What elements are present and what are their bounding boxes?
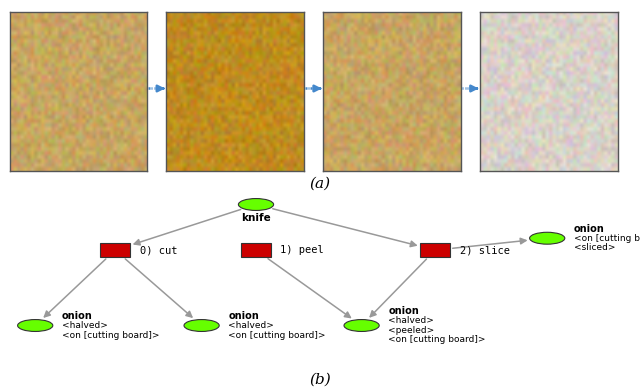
Text: <on [cutting board]>: <on [cutting board]> bbox=[62, 331, 159, 340]
Text: onion: onion bbox=[62, 311, 93, 321]
Text: <on [cutting board]>: <on [cutting board]> bbox=[228, 331, 326, 340]
Text: <halved>: <halved> bbox=[62, 321, 108, 330]
Text: 1) peel: 1) peel bbox=[280, 245, 324, 255]
Ellipse shape bbox=[18, 320, 53, 331]
Text: onion: onion bbox=[388, 306, 419, 316]
Ellipse shape bbox=[344, 320, 379, 331]
Ellipse shape bbox=[184, 320, 219, 331]
FancyBboxPatch shape bbox=[100, 243, 130, 257]
Text: <halved>: <halved> bbox=[388, 316, 435, 325]
Ellipse shape bbox=[530, 232, 565, 244]
Text: <sliced>: <sliced> bbox=[574, 243, 616, 252]
FancyBboxPatch shape bbox=[420, 243, 450, 257]
Text: 0) cut: 0) cut bbox=[140, 245, 177, 255]
Text: <halved>: <halved> bbox=[228, 321, 275, 330]
Text: 2) slice: 2) slice bbox=[460, 245, 509, 255]
FancyBboxPatch shape bbox=[241, 243, 271, 257]
Ellipse shape bbox=[239, 198, 274, 210]
Text: onion: onion bbox=[574, 224, 605, 234]
Text: knife: knife bbox=[241, 213, 271, 223]
Text: onion: onion bbox=[228, 311, 259, 321]
Text: <peeled>: <peeled> bbox=[388, 326, 435, 335]
Text: (b): (b) bbox=[309, 373, 331, 387]
Text: <on [cutting board]>: <on [cutting board]> bbox=[574, 234, 640, 243]
Text: (a): (a) bbox=[309, 177, 331, 191]
Text: <on [cutting board]>: <on [cutting board]> bbox=[388, 335, 486, 344]
